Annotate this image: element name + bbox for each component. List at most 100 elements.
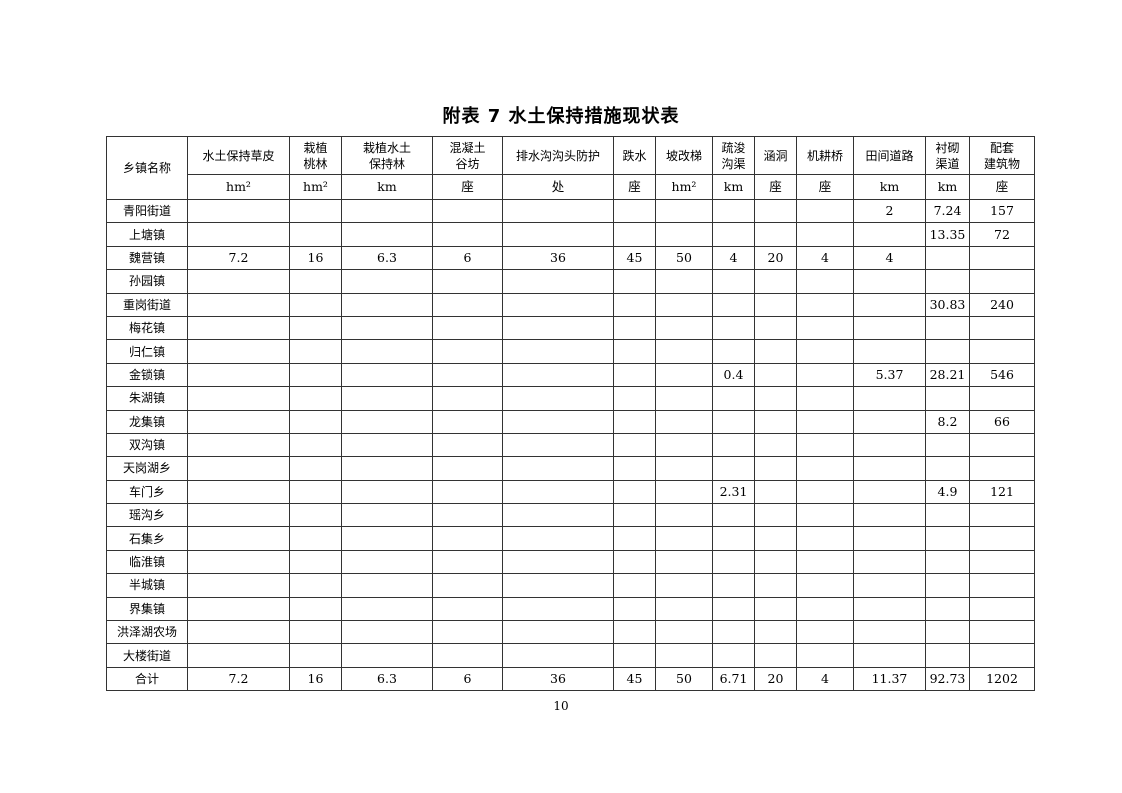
table-cell <box>969 315 1035 341</box>
row-name: 石集乡 <box>106 526 188 551</box>
table-cell: 6 <box>432 666 503 692</box>
row-name: 界集镇 <box>106 596 188 622</box>
table-cell: 20 <box>754 245 797 271</box>
column-unit: 座 <box>796 174 854 200</box>
table-cell: 6.3 <box>341 666 433 692</box>
table-cell <box>341 269 433 294</box>
table-cell <box>502 339 614 364</box>
column-unit: km <box>341 174 433 200</box>
unit-row: hm² hm² km 座处座 hm² km 座座 km km 座 <box>107 174 1035 200</box>
table-cell <box>432 315 503 341</box>
table-cell <box>925 620 970 645</box>
table-cell <box>796 222 854 247</box>
column-header-label: 疏浚 沟渠 <box>721 140 746 171</box>
table-cell <box>613 362 656 388</box>
column-header-name: 乡镇名称 <box>106 136 188 200</box>
table-cell <box>432 222 503 247</box>
table-cell <box>925 339 970 364</box>
column-unit: km <box>712 174 755 200</box>
table-cell <box>754 643 797 668</box>
table-cell <box>341 526 433 551</box>
table-cell <box>502 432 614 458</box>
table-cell <box>754 479 797 505</box>
table-cell <box>655 573 713 598</box>
table-cell <box>341 503 433 528</box>
table-cell <box>341 292 433 317</box>
table-cell <box>969 526 1035 551</box>
table-cell <box>853 573 926 598</box>
column-unit: hm² <box>655 174 713 200</box>
table-cell <box>969 503 1035 528</box>
table-cell <box>796 503 854 528</box>
column-header: 机耕桥 <box>796 136 854 175</box>
table-cell <box>289 386 342 411</box>
table-cell <box>289 456 342 481</box>
table-row: 孙园镇 <box>106 269 1035 294</box>
table-cell <box>655 339 713 364</box>
table-row: 朱湖镇 <box>106 386 1035 411</box>
column-header: 疏浚 沟渠 <box>712 136 755 175</box>
table-cell: 6.71 <box>712 666 755 692</box>
table-cell <box>796 339 854 364</box>
table-cell <box>712 456 755 481</box>
table-row: 梅花镇 <box>106 315 1035 341</box>
table-cell <box>655 620 713 645</box>
table-cell <box>969 596 1035 622</box>
table-cell: 157 <box>969 198 1035 224</box>
table-cell <box>712 620 755 645</box>
table-cell <box>613 269 656 294</box>
table-cell <box>712 526 755 551</box>
table-cell: 16 <box>289 245 342 271</box>
table-cell <box>502 456 614 481</box>
table-cell <box>613 526 656 551</box>
table-cell <box>432 409 503 434</box>
table-cell <box>853 643 926 668</box>
table-cell <box>925 386 970 411</box>
table-cell <box>341 362 433 388</box>
table-cell <box>341 643 433 668</box>
table-cell <box>432 526 503 551</box>
table-cell <box>187 362 290 388</box>
table-cell <box>655 409 713 434</box>
row-name: 双沟镇 <box>106 432 188 458</box>
table-cell: 6 <box>432 245 503 271</box>
table-cell <box>712 222 755 247</box>
table-row: 临淮镇 <box>106 549 1035 575</box>
table-cell: 16 <box>289 666 342 692</box>
table-cell <box>754 503 797 528</box>
table-cell <box>754 222 797 247</box>
table-cell <box>289 339 342 364</box>
table-cell <box>754 456 797 481</box>
table-cell <box>853 292 926 317</box>
table-cell <box>289 222 342 247</box>
row-name: 合计 <box>106 666 188 692</box>
table-cell: 0.4 <box>712 362 755 388</box>
table-cell <box>655 292 713 317</box>
column-unit: hm² <box>289 174 342 200</box>
table-cell <box>853 479 926 505</box>
table-cell: 20 <box>754 666 797 692</box>
table-row: 天岗湖乡 <box>106 456 1035 481</box>
table-cell: 6.3 <box>341 245 433 271</box>
table-cell <box>925 643 970 668</box>
table-row: 重岗街道 30.83 240 <box>106 292 1035 317</box>
table-cell <box>289 198 342 224</box>
table-cell <box>655 386 713 411</box>
table-row: 归仁镇 <box>106 339 1035 364</box>
table-cell <box>187 222 290 247</box>
table-cell <box>796 292 854 317</box>
table-cell <box>754 620 797 645</box>
table-cell <box>925 503 970 528</box>
soil-conservation-table: 乡镇名称 水土保持草皮 栽植 桃林 栽植水土 保持林 混凝土 谷坊 排水沟沟头防护 跌水 坡改… <box>106 136 1035 692</box>
table-cell <box>712 315 755 341</box>
table-cell <box>289 479 342 505</box>
table-cell <box>969 456 1035 481</box>
row-name: 瑶沟乡 <box>106 503 188 528</box>
table-cell: 66 <box>969 409 1035 434</box>
table-cell <box>796 573 854 598</box>
table-cell <box>925 456 970 481</box>
table-cell <box>432 456 503 481</box>
table-cell <box>341 456 433 481</box>
table-cell <box>853 386 926 411</box>
table-cell <box>925 315 970 341</box>
